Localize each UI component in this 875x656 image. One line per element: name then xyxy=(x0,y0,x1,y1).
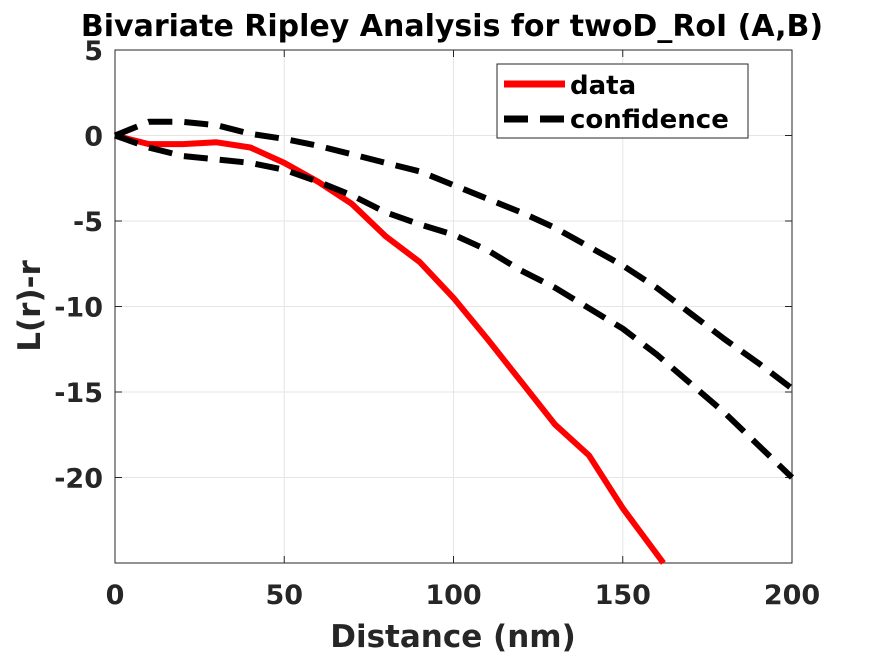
x-tick-label: 100 xyxy=(425,580,481,611)
y-tick-label: 0 xyxy=(84,122,103,153)
legend-label-data: data xyxy=(570,71,636,101)
y-tick-label: 5 xyxy=(84,36,103,67)
y-tick-label: -5 xyxy=(73,207,103,238)
x-tick-label: 0 xyxy=(106,580,125,611)
legend-box xyxy=(496,63,749,139)
y-axis-label: L(r)-r xyxy=(12,260,48,352)
data-series-line xyxy=(114,132,666,565)
x-axis-label: Distance (nm) xyxy=(330,619,576,655)
y-tick-label: -20 xyxy=(54,464,103,495)
chart-title: Bivariate Ripley Analysis for twoD_RoI (… xyxy=(81,9,823,44)
series-group xyxy=(113,118,795,565)
x-tick-label: 150 xyxy=(595,580,651,611)
legend-label-confidence: confidence xyxy=(570,105,729,135)
confidence-series-line-2 xyxy=(113,132,795,480)
legend: data confidence xyxy=(496,63,749,139)
y-tick-label: -10 xyxy=(54,293,103,324)
x-tick-label: 200 xyxy=(764,580,820,611)
y-tick-label: -15 xyxy=(54,378,103,409)
x-tick-label: 50 xyxy=(265,580,303,611)
confidence-series-line-1 xyxy=(113,118,794,391)
